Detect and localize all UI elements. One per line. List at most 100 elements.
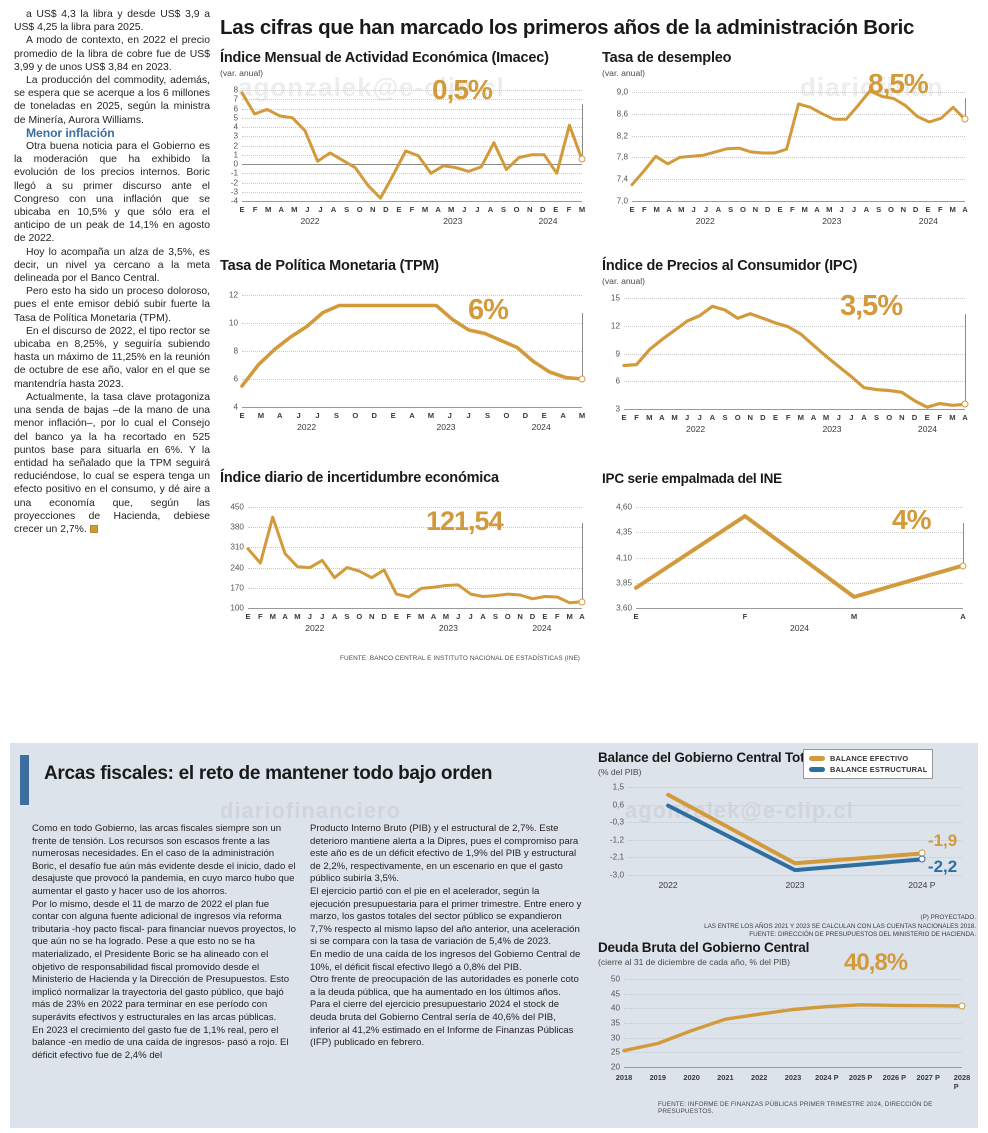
chart-plot: 8 7 6 5 4 3 2 1 0 -1 -2 -3 -4 E F M A M J J A S O N D E F M A M J J A S O N…: [220, 84, 592, 229]
y-axis-tick: 3: [233, 131, 238, 141]
endpoint-marker: [961, 400, 969, 408]
y-axis-tick: 240: [230, 563, 244, 573]
gridline: [628, 787, 962, 788]
y-axis-tick: -1: [230, 168, 238, 178]
x-axis-tick: E: [773, 413, 779, 422]
chart-title: Tasa de Política Monetaria (TPM): [220, 258, 439, 274]
gridline: [636, 507, 963, 508]
x-axis-tick: S: [728, 205, 734, 214]
gridline: [242, 154, 582, 156]
y-axis-tick: 7: [233, 94, 238, 104]
x-axis-tick: J: [320, 612, 325, 621]
x-axis-tick: O: [740, 205, 746, 214]
x-axis-tick: E: [245, 612, 251, 621]
x-axis-tick: D: [371, 411, 377, 420]
x-axis-tick: A: [863, 205, 870, 214]
endpoint-marker: [958, 1002, 966, 1010]
x-axis-tick: O: [352, 411, 359, 420]
x-axis-tick: F: [554, 612, 560, 621]
x-axis-tick: M: [653, 205, 660, 214]
x-axis-tick: F: [406, 612, 412, 621]
y-axis-tick: 8,2: [616, 131, 628, 141]
y-axis-tick: 9: [615, 349, 620, 358]
chart-title: Índice de Precios al Consumidor (IPC): [602, 258, 858, 274]
page-title: Las cifras que han marcado los primeros …: [220, 16, 915, 39]
legend-swatch: [809, 767, 825, 772]
y-axis-tick: -1,2: [609, 835, 624, 845]
x-axis-tick: A: [435, 205, 441, 214]
x-axis-tick: E: [541, 411, 547, 420]
x-axis-tick: N: [899, 413, 905, 422]
gridline: [242, 90, 582, 91]
series-line: [622, 304, 967, 409]
x-axis-tick: 2019: [649, 1073, 667, 1082]
x-axis-tick: N: [517, 612, 523, 621]
x-axis-tick: M: [291, 205, 298, 214]
x-axis: [632, 201, 965, 202]
x-axis-tick: M: [566, 612, 573, 621]
x-axis-tick: J: [851, 205, 857, 214]
x-axis-tick: E: [629, 205, 635, 214]
chart-callout: 8,5%: [868, 68, 929, 99]
x-axis-year: 2022: [297, 422, 317, 432]
chart-deuda: Deuda Bruta del Gobierno Central (cierre…: [598, 939, 976, 1115]
chart-plot: 15 12 9 6 3 E F M A M J J A S O N D E F M A M J J A S O N D E F M A 2022 2…: [602, 292, 977, 437]
body-column-2: Producto Interno Bruto (PIB) y el estruc…: [310, 823, 582, 1049]
x-axis-tick: D: [383, 205, 389, 214]
y-axis-tick: 20: [610, 1062, 620, 1072]
gridline: [628, 822, 962, 824]
x-axis-year: 2024: [538, 216, 558, 226]
x-axis-tick: O: [503, 411, 510, 420]
article-subhead: Menor inflación: [26, 125, 115, 140]
chart-title: Deuda Bruta del Gobierno Central: [598, 940, 810, 955]
article-paragraph: Pero esto ha sido un proceso doloroso, p…: [14, 286, 210, 324]
article-paragraph: A modo de contexto, en 2022 el precio pr…: [14, 35, 210, 73]
x-axis-tick: M: [949, 413, 956, 422]
x-axis-tick: M: [269, 612, 276, 621]
x-axis-tick: M: [578, 205, 586, 214]
chart-plot: 9,0 8,6 8,2 7,8 7,4 7,0 E F M A M J J A S O N D E F M A M J J A S O…: [602, 84, 977, 229]
x-axis-tick: J: [307, 612, 312, 621]
x-axis-tick: A: [960, 612, 966, 621]
x-axis-tick: E: [239, 205, 245, 214]
x-axis-year: 2024: [531, 422, 551, 432]
x-axis-tick: J: [703, 205, 709, 214]
x-axis-tick: M: [427, 411, 435, 420]
x-axis-tick: N: [747, 413, 754, 422]
x-axis-tick: N: [370, 205, 376, 214]
x-axis-tick: F: [937, 413, 943, 422]
gridline: [242, 295, 582, 296]
y-axis-tick: 35: [610, 1018, 620, 1028]
gridline: [248, 547, 582, 549]
endpoint-marker: [961, 115, 969, 123]
y-axis-tick: 25: [610, 1047, 620, 1057]
x-axis-tick: M: [442, 612, 450, 621]
chart-subtitle: (cierre al 31 de diciembre de cada año, …: [598, 957, 791, 967]
x-axis: [624, 409, 965, 410]
x-axis-tick: 2024 P: [908, 880, 936, 890]
x-axis-tick: A: [487, 205, 494, 214]
x-axis-tick: D: [911, 413, 918, 422]
x-axis-tick: O: [356, 205, 363, 214]
x-axis-tick: F: [634, 413, 639, 422]
chart-ipc-ine: IPC serie empalmada del INE 4,60 4,35 4,10…: [602, 470, 977, 636]
x-axis-tick: A: [709, 413, 716, 422]
x-axis-tick: J: [468, 612, 473, 621]
gridline: [248, 527, 582, 529]
x-axis-tick: M: [257, 411, 265, 420]
callout-leader: [963, 523, 964, 566]
x-axis-tick: 2028 P: [953, 1073, 971, 1091]
y-axis-tick: 5: [233, 113, 238, 123]
chart-title: Índice Mensual de Actividad Económica (I…: [220, 50, 549, 66]
y-axis-tick: -3,0: [609, 870, 624, 880]
x-axis-tick: E: [553, 205, 559, 214]
x-axis-year: 2024: [917, 424, 938, 434]
x-axis-tick: E: [239, 411, 245, 420]
x-axis-tick: A: [331, 612, 338, 621]
x-axis-year: 2023: [438, 623, 458, 633]
x-axis-tick: E: [393, 612, 399, 621]
y-axis-tick: 100: [230, 603, 244, 613]
y-axis-tick: 6: [615, 376, 620, 386]
x-axis-tick: J: [466, 411, 471, 420]
x-axis-tick: O: [734, 413, 741, 422]
